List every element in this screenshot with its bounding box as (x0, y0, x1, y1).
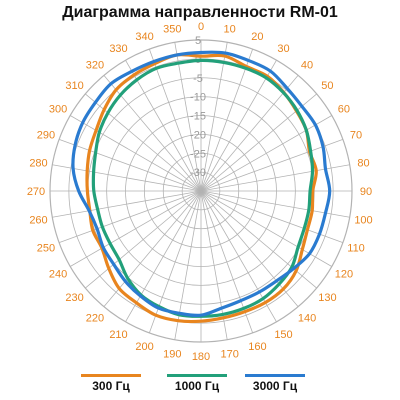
legend-item-300: 300 Гц (66, 374, 156, 393)
legend-item-3000: 3000 Гц (230, 374, 320, 393)
radial-tick-label: -30 (190, 167, 206, 179)
grid-spoke (200, 48, 254, 192)
angle-tick-label: 240 (49, 269, 67, 281)
grid-spoke (58, 190, 202, 244)
angle-tick-label: 330 (109, 43, 127, 55)
angle-tick-label: 170 (220, 348, 238, 360)
radial-tick-label: -20 (190, 129, 206, 141)
grid-spoke (58, 138, 202, 192)
grid-spoke (52, 164, 202, 192)
angle-tick-label: 70 (350, 130, 362, 142)
chart-title: Диаграмма направленности RM-01 (62, 4, 338, 21)
grid-spoke (200, 75, 299, 192)
legend-swatch-3000 (245, 374, 305, 377)
grid-spoke (70, 115, 202, 192)
legend: 300 Гц 1000 Гц 3000 Гц (0, 374, 400, 398)
grid-spoke (200, 60, 277, 192)
angle-tick-label: 40 (301, 60, 313, 72)
angle-tick-label: 90 (360, 186, 372, 198)
angle-tick-label: 150 (274, 329, 292, 341)
grid-spoke (200, 190, 317, 289)
radial-tick-label: 5 (195, 35, 201, 47)
radial-tick-labels: 50-5-10-15-20-25-30 (190, 35, 206, 179)
angle-tick-label: 110 (347, 242, 365, 254)
legend-label-1000: 1000 Гц (174, 379, 220, 393)
grid-spoke (125, 60, 202, 192)
angle-tick-label: 310 (65, 80, 83, 92)
angle-tick-label: 350 (163, 24, 181, 36)
angle-tick-label: 210 (109, 329, 127, 341)
legend-item-1000: 1000 Гц (152, 374, 242, 393)
angle-tick-label: 50 (321, 80, 333, 92)
series-curves (71, 50, 332, 324)
series-line-3000 (71, 50, 332, 318)
angle-tick-label: 200 (135, 341, 153, 353)
grid-spoke (200, 190, 299, 307)
angle-tick-label: 260 (29, 215, 47, 227)
legend-swatch-300 (81, 374, 141, 377)
angle-tick-label: 10 (224, 24, 236, 36)
angle-tick-label: 80 (357, 157, 369, 169)
angle-tick-label: 20 (251, 31, 263, 43)
radial-tick-label: -5 (193, 73, 203, 85)
grid-spoke (200, 138, 344, 192)
angle-tick-label: 270 (27, 186, 45, 198)
radial-tick-label: -15 (190, 111, 206, 123)
angle-tick-label: 290 (37, 130, 55, 142)
legend-label-3000: 3000 Гц (252, 379, 298, 393)
legend-label-300: 300 Гц (92, 379, 130, 393)
angle-tick-label: 250 (37, 242, 55, 254)
radial-tick-label: -25 (190, 148, 206, 160)
grid-spoke (125, 190, 202, 322)
angle-tick-label: 60 (338, 104, 350, 116)
angle-tick-label: 190 (163, 348, 181, 360)
angle-tick-label: 130 (318, 292, 336, 304)
grid-spoke (70, 190, 202, 267)
grid-spoke (148, 48, 202, 192)
angle-tick-label: 180 (192, 351, 210, 363)
radial-tick-label: -10 (190, 92, 206, 104)
angle-tick-label: 120 (335, 269, 353, 281)
angle-tick-label: 230 (65, 292, 83, 304)
grid-spoke (52, 190, 202, 218)
grid-spoke (85, 190, 202, 289)
angle-tick-label: 320 (86, 60, 104, 72)
angle-tick-label: 300 (49, 104, 67, 116)
angle-tick-label: 340 (135, 31, 153, 43)
legend-swatch-1000 (167, 374, 227, 377)
grid-spoke (200, 115, 332, 192)
angle-tick-label: 30 (277, 43, 289, 55)
angle-tick-label: 220 (86, 312, 104, 324)
angle-tick-label: 140 (298, 312, 316, 324)
angle-tick-label: 280 (29, 157, 47, 169)
grid-spokes (50, 40, 352, 342)
angle-tick-label: 100 (354, 215, 372, 227)
angle-tick-label: 0 (198, 21, 204, 33)
grid-spoke (174, 42, 202, 192)
polar-directivity-chart: 50-5-10-15-20-25-30 0 1020304050607080901… (27, 21, 373, 363)
grid-spoke (200, 42, 228, 192)
angle-tick-label: 160 (248, 341, 266, 353)
